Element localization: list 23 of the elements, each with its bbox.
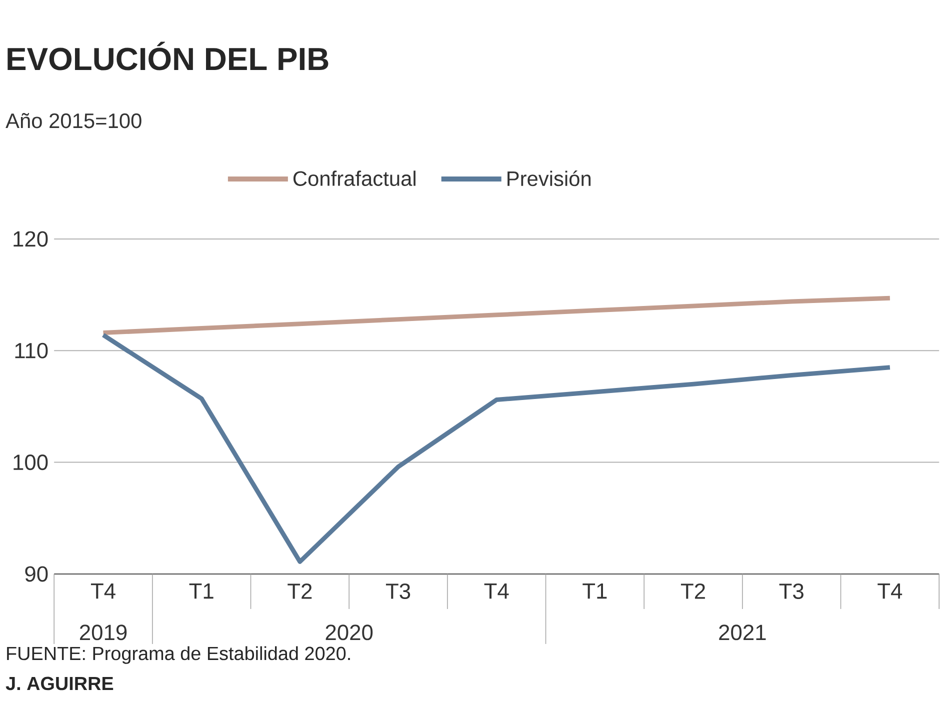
x-tick-label: T1 (582, 583, 607, 599)
x-tick-label: T4 (90, 583, 116, 599)
y-tick-label: 100 (14, 454, 48, 470)
text: J. AGUIRRE (6, 676, 114, 690)
y-tick-label: 90 (25, 566, 48, 582)
x-tick-label: T2 (288, 583, 312, 599)
source-note: FUENTE: Programa de Estabilidad 2020. (7, 646, 350, 664)
line-series (101, 332, 892, 564)
x-tick-label: T4 (484, 583, 509, 599)
x-tick-label: T3 (386, 583, 410, 600)
x-tick-label: T2 (680, 583, 705, 599)
chart-title: EVOLUCIÓN DEL PIB (8, 42, 328, 70)
y-axis-title: Año 2015=100 (6, 112, 142, 128)
x-tick-label: T3 (779, 583, 804, 600)
x-tick-label: T1 (189, 583, 214, 599)
legend-label: Confrafactual (293, 170, 416, 186)
text: 2019 (80, 624, 127, 640)
y-tick-label: 120 (14, 231, 48, 247)
y-tick-label: 110 (15, 342, 48, 358)
x-tick-label: T4 (878, 583, 902, 599)
text: 2021 (719, 624, 766, 640)
legend-label: Previsión (508, 170, 591, 186)
text: 2020 (326, 624, 373, 640)
